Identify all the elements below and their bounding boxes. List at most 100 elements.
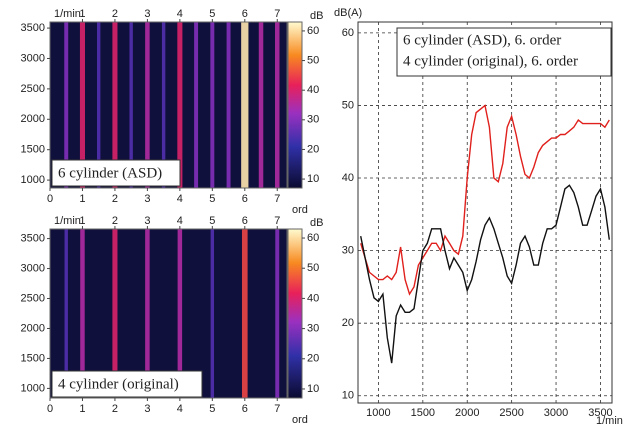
- colorbar-tick-label: 10: [307, 383, 319, 395]
- order-line: [177, 22, 183, 188]
- plot-frame: [49, 228, 288, 399]
- series-line: [360, 104, 610, 296]
- top-tick-label: 6: [242, 8, 248, 20]
- x-tick-label: 7: [274, 193, 280, 205]
- top-tick-label: 2: [112, 215, 118, 227]
- y-tick-label: 2000: [21, 322, 45, 334]
- x-tick-label: 3: [144, 193, 150, 205]
- colorbar-tick-label: 30: [307, 322, 319, 334]
- y-tick-label: 2500: [21, 83, 45, 95]
- y-tick-label: 3500: [21, 22, 45, 34]
- order-line: [145, 229, 150, 398]
- colorbar-tick-label: 60: [307, 25, 319, 37]
- y-tick-label: 1500: [21, 352, 45, 364]
- x-tick-label: 1500: [411, 407, 435, 419]
- top-axis-label: 1/min: [54, 215, 81, 227]
- y-tick-label: 10: [342, 390, 354, 402]
- series-line: [360, 184, 610, 364]
- top-tick-label: 5: [209, 8, 215, 20]
- y-tick-label: 20: [342, 317, 354, 329]
- legend-box: [396, 27, 612, 77]
- x-tick-label: 2000: [455, 407, 479, 419]
- x-tick-label: 0: [47, 193, 53, 205]
- top-tick-label: 1: [79, 215, 85, 227]
- y-tick-label: 3500: [21, 232, 45, 244]
- x-tick-label: 3: [144, 403, 150, 415]
- order-line: [258, 22, 264, 188]
- x-tick-label: 0: [47, 403, 53, 415]
- x-axis-label: 1/min: [596, 415, 623, 427]
- order-line: [275, 22, 280, 188]
- order-line: [210, 22, 215, 188]
- order-line: [112, 229, 118, 398]
- colorbar-tick-label: 40: [307, 292, 319, 304]
- y-tick-label: 1500: [21, 144, 45, 156]
- x-tick-label: 1: [79, 193, 85, 205]
- order-line: [80, 229, 85, 398]
- colorbar: [287, 228, 303, 399]
- colorbar-label: dB: [310, 10, 323, 22]
- annotation: 4 cylinder (original): [58, 376, 179, 392]
- order-line: [194, 22, 199, 188]
- x-tick-label: 5: [209, 403, 215, 415]
- order-line: [210, 229, 215, 398]
- order-line: [64, 229, 68, 398]
- x-tick-label: 2: [112, 403, 118, 415]
- top-tick-label: 7: [274, 8, 280, 20]
- x-axis-label: ord: [292, 204, 308, 216]
- x-tick-label: 4: [177, 403, 183, 415]
- x-tick-label: 6: [242, 403, 248, 415]
- colorbar-tick-label: 50: [307, 262, 319, 274]
- top-tick-label: 3: [144, 8, 150, 20]
- x-tick-label: 7: [274, 403, 280, 415]
- y-tick-label: 30: [342, 245, 354, 257]
- x-tick-label: 2: [112, 193, 118, 205]
- top-tick-label: 2: [112, 8, 118, 20]
- annotation: 6 cylinder (ASD): [58, 165, 162, 181]
- x-tick-label: 4: [177, 193, 183, 205]
- order-line: [145, 22, 150, 188]
- x-tick-label: 1000: [366, 407, 390, 419]
- y-tick-label: 2000: [21, 113, 45, 125]
- top-tick-label: 6: [242, 215, 248, 227]
- top-tick-label: 1: [79, 8, 85, 20]
- top-tick-label: 4: [177, 8, 183, 20]
- x-tick-label: 3500: [588, 407, 612, 419]
- y-tick-label: 40: [342, 172, 354, 184]
- legend-entry: 4 cylinder (original), 6. order: [403, 53, 578, 69]
- annotation-box: [51, 159, 181, 187]
- top-tick-label: 4: [177, 215, 183, 227]
- y-tick-label: 1000: [21, 382, 45, 394]
- colorbar: [287, 21, 303, 189]
- order-line: [161, 22, 166, 188]
- order-line: [129, 22, 133, 188]
- order-line: [226, 22, 231, 188]
- top-tick-label: 5: [209, 215, 215, 227]
- y-axis-label: dB(A): [334, 7, 362, 19]
- colorbar-label: dB: [310, 217, 323, 229]
- top-axis-label: 1/min: [54, 8, 81, 20]
- top-tick-label: 7: [274, 215, 280, 227]
- y-tick-label: 3000: [21, 52, 45, 64]
- colorbar-tick-label: 40: [307, 84, 319, 96]
- y-tick-label: 1000: [21, 174, 45, 186]
- colorbar-tick-label: 30: [307, 114, 319, 126]
- x-tick-label: 3000: [544, 407, 568, 419]
- order-line: [177, 229, 183, 398]
- x-axis-label: ord: [292, 414, 308, 426]
- colorbar-tick-label: 50: [307, 54, 319, 66]
- order-line: [79, 22, 85, 188]
- plot-frame: [49, 21, 288, 189]
- x-tick-label: 6: [242, 193, 248, 205]
- order-line: [64, 22, 69, 188]
- order-line: [241, 229, 248, 398]
- plot-frame: [357, 21, 613, 404]
- colorbar-tick-label: 60: [307, 232, 319, 244]
- annotation-box: [51, 370, 203, 398]
- x-tick-label: 2500: [499, 407, 523, 419]
- order-line: [97, 22, 101, 188]
- y-tick-label: 60: [342, 27, 354, 39]
- colorbar-tick-label: 20: [307, 353, 319, 365]
- order-line: [112, 22, 118, 188]
